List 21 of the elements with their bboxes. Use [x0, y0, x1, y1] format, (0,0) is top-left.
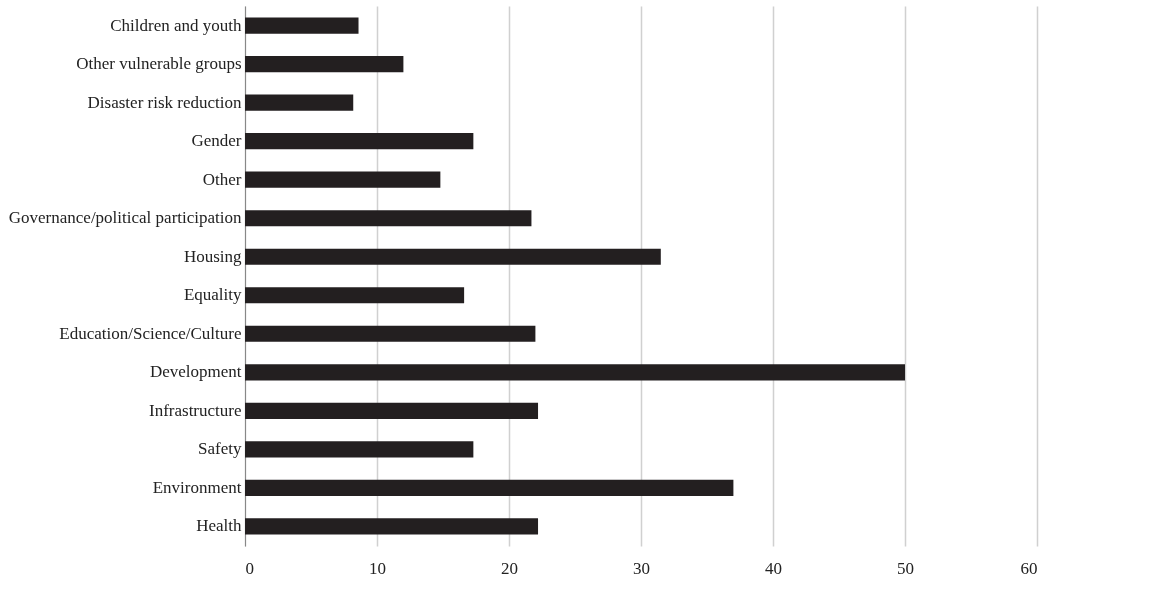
x-tick-label: 30: [633, 558, 650, 578]
y-tick-label: Infrastructure: [148, 400, 242, 420]
x-tick-label: 50: [897, 558, 914, 578]
x-tick-label: 20: [501, 558, 518, 578]
y-tick-label: Education/Science/Culture: [59, 323, 242, 343]
y-tick-label: Health: [196, 516, 242, 536]
y-tick-label: Equality: [183, 285, 242, 305]
y-tick-label: Safety: [198, 439, 242, 459]
x-tick-label: 10: [369, 558, 386, 578]
x-tick-label: 40: [765, 558, 782, 578]
y-tick-label: Other vulnerable groups: [76, 54, 242, 74]
x-tick-label: 0: [245, 558, 254, 578]
x-tick-label: 60: [1020, 558, 1038, 578]
y-tick-label: Housing: [183, 246, 242, 266]
y-tick-label: Governance/political participation: [8, 208, 242, 228]
y-tick-label: Environment: [152, 477, 242, 497]
y-tick-label: Other: [202, 169, 242, 189]
y-tick-label: Gender: [191, 131, 242, 151]
y-tick-label: Children and youth: [110, 15, 242, 35]
y-tick-label: Development: [149, 362, 242, 382]
y-tick-label: Disaster risk reduction: [87, 92, 242, 112]
